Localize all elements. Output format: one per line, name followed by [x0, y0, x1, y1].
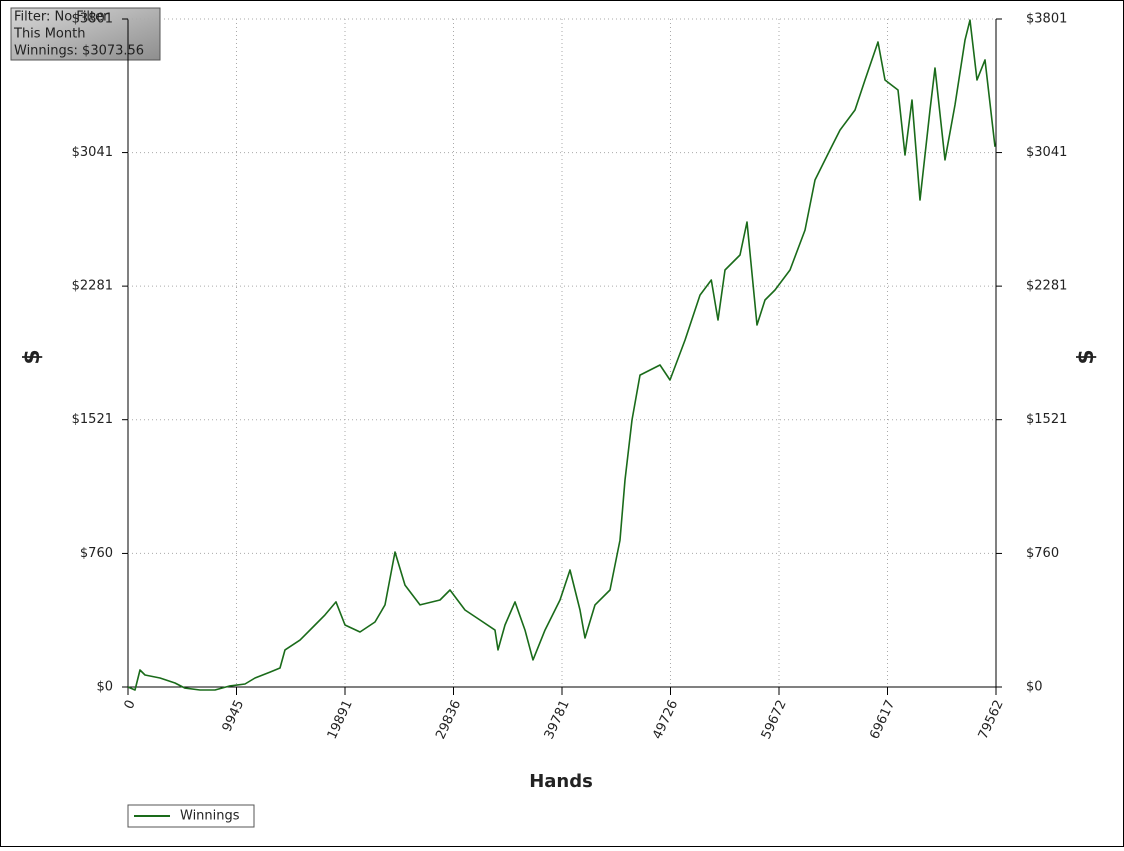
y-tick-label: $0 — [96, 680, 113, 695]
y2-tick-label: $2281 — [1026, 279, 1067, 294]
y-tick-label: $3041 — [72, 145, 113, 160]
x-axis-title: Hands — [529, 771, 593, 792]
info-box — [10, 7, 161, 61]
y2-tick-label: $760 — [1026, 546, 1059, 561]
y-tick-label: $3801 — [72, 12, 113, 27]
legend-label: Winnings — [180, 809, 240, 824]
info-text: Winnings: $3073.56 — [14, 44, 144, 59]
y2-axis-title: $ — [1074, 349, 1099, 364]
info-text: This Month — [13, 27, 85, 42]
series-line — [127, 19, 996, 691]
y-tick-label: $760 — [80, 546, 113, 561]
y2-tick-label: $3801 — [1026, 12, 1067, 27]
info-text: Filter: No Filter — [14, 10, 109, 25]
y-axis-title: $ — [20, 349, 45, 364]
legend — [127, 804, 255, 828]
y2-tick-label: $0 — [1026, 680, 1043, 695]
y2-tick-label: $1521 — [1026, 412, 1067, 427]
y-tick-label: $1521 — [72, 412, 113, 427]
y-tick-label: $2281 — [72, 279, 113, 294]
y2-tick-label: $3041 — [1026, 145, 1067, 160]
